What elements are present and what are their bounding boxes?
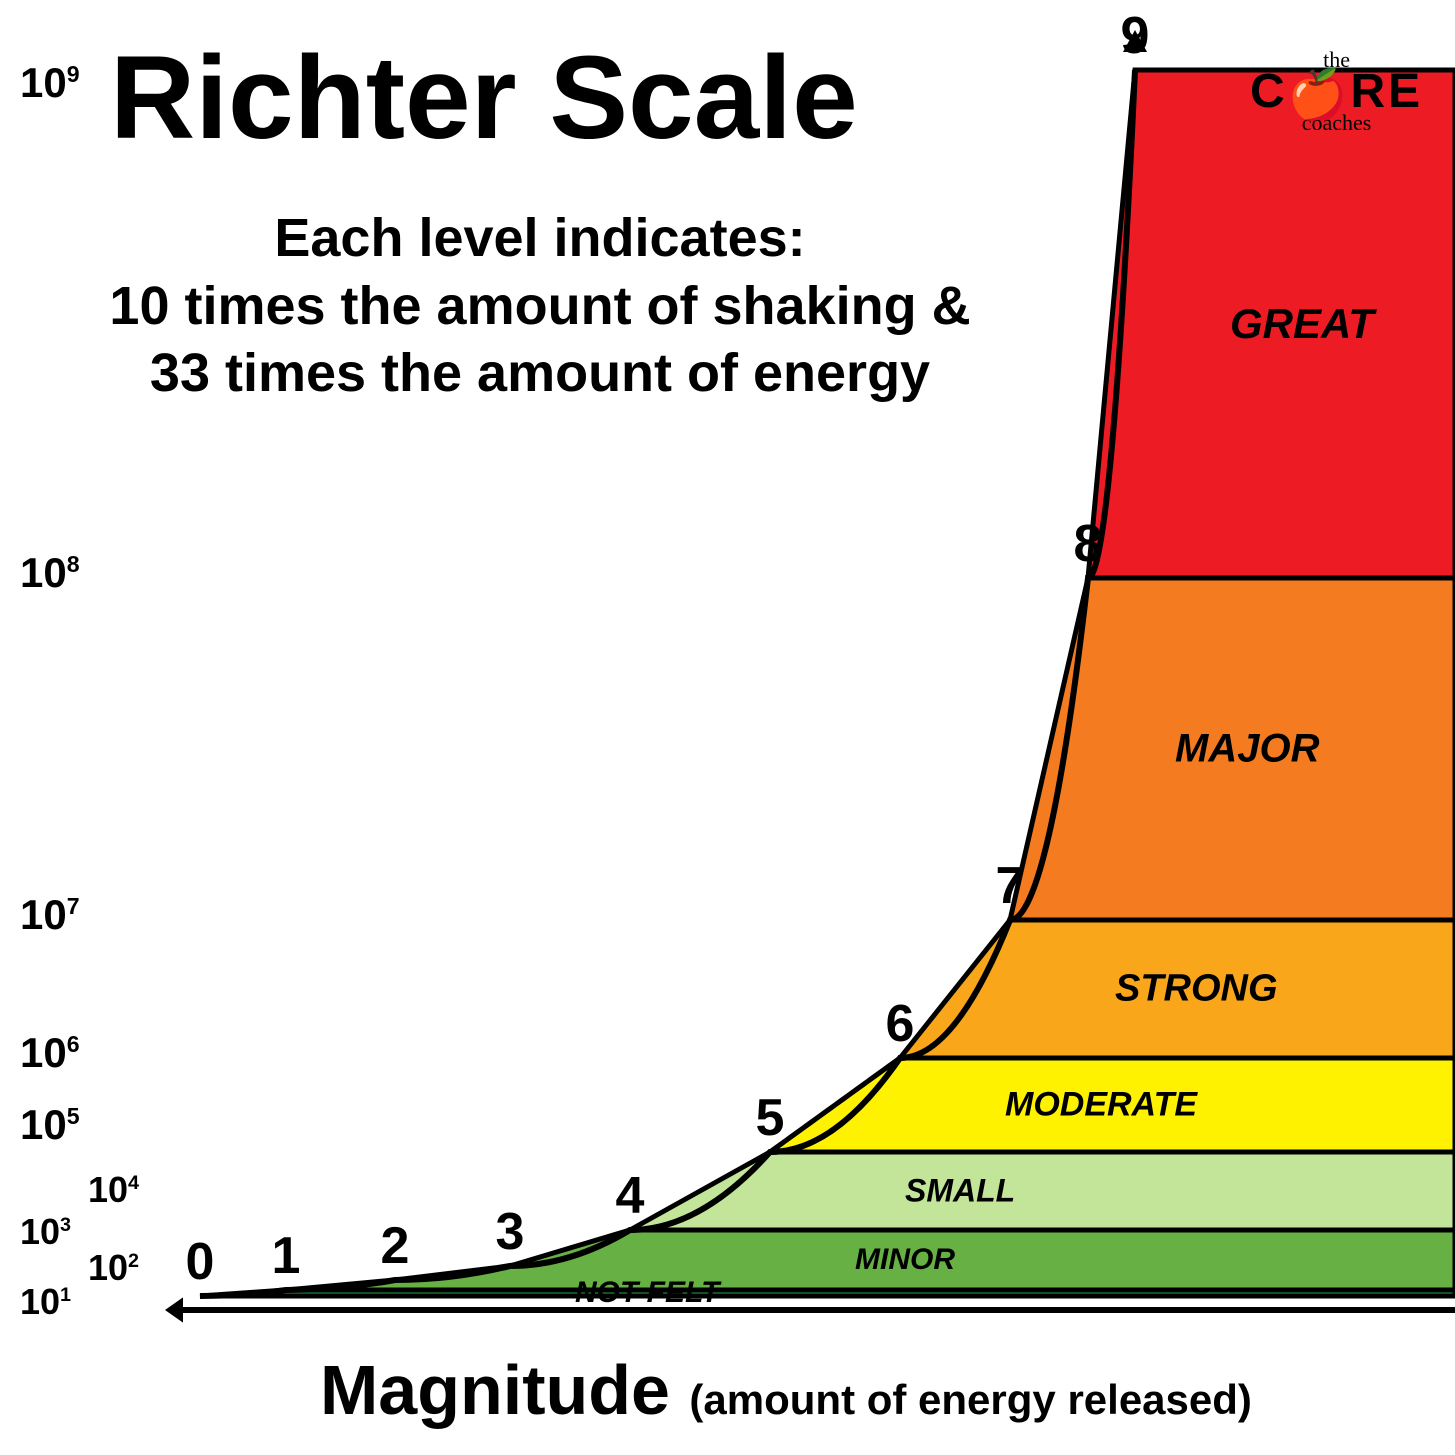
logo-line2: C🍎RE [1250, 70, 1423, 113]
y-tick-10e8: 108 [20, 549, 80, 597]
magnitude-label-9: 9 [1121, 6, 1150, 66]
band-label-major: MAJOR [1175, 727, 1319, 772]
y-tick-10e4: 104 [88, 1169, 139, 1211]
magnitude-label-0: 0 [186, 1232, 215, 1292]
magnitude-label-7: 7 [996, 856, 1025, 916]
band-label-moderate: MODERATE [1005, 1086, 1197, 1125]
y-tick-10e6: 106 [20, 1029, 80, 1077]
magnitude-label-6: 6 [886, 994, 915, 1054]
y-tick-10e2: 102 [88, 1247, 139, 1289]
magnitude-label-4: 4 [616, 1166, 645, 1226]
chart-title: Richter Scale [110, 30, 858, 166]
band-label-strong: STRONG [1115, 968, 1278, 1011]
band-label-great: GREAT [1230, 300, 1374, 348]
core-coaches-logo: theC🍎REcoaches [1250, 50, 1423, 133]
magnitude-label-5: 5 [756, 1088, 785, 1148]
subtitle-line-0: Each level indicates: [90, 205, 990, 273]
magnitude-label-8: 8 [1074, 514, 1103, 574]
y-tick-10e7: 107 [20, 891, 80, 939]
magnitude-label-3: 3 [496, 1202, 525, 1262]
subtitle-line-1: 10 times the amount of shaking & [90, 273, 990, 341]
y-tick-10e1: 101 [20, 1281, 71, 1323]
y-tick-10e9: 109 [20, 59, 80, 107]
y-tick-10e5: 105 [20, 1101, 80, 1149]
band-label-not-felt: NOT FELT [575, 1276, 719, 1310]
x-axis-title-main: Magnitude [320, 1351, 670, 1429]
magnitude-label-1: 1 [272, 1226, 301, 1286]
x-axis-title-sub: (amount of energy released) [689, 1376, 1251, 1423]
band-label-small: SMALL [905, 1173, 1015, 1210]
y-tick-10e3: 103 [20, 1211, 71, 1253]
band-small [630, 1152, 1455, 1230]
magnitude-label-2: 2 [381, 1216, 410, 1276]
chart-subtitle: Each level indicates:10 times the amount… [90, 205, 990, 408]
subtitle-line-2: 33 times the amount of energy [90, 340, 990, 408]
x-axis-title: Magnitude (amount of energy released) [320, 1350, 1252, 1430]
x-axis-arrow [165, 1297, 183, 1322]
band-label-minor: MINOR [855, 1243, 955, 1277]
